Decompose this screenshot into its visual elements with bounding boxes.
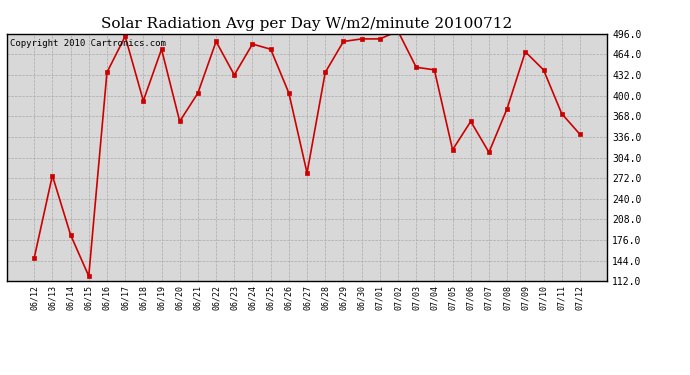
Text: Copyright 2010 Cartronics.com: Copyright 2010 Cartronics.com — [10, 39, 166, 48]
Title: Solar Radiation Avg per Day W/m2/minute 20100712: Solar Radiation Avg per Day W/m2/minute … — [101, 17, 513, 31]
